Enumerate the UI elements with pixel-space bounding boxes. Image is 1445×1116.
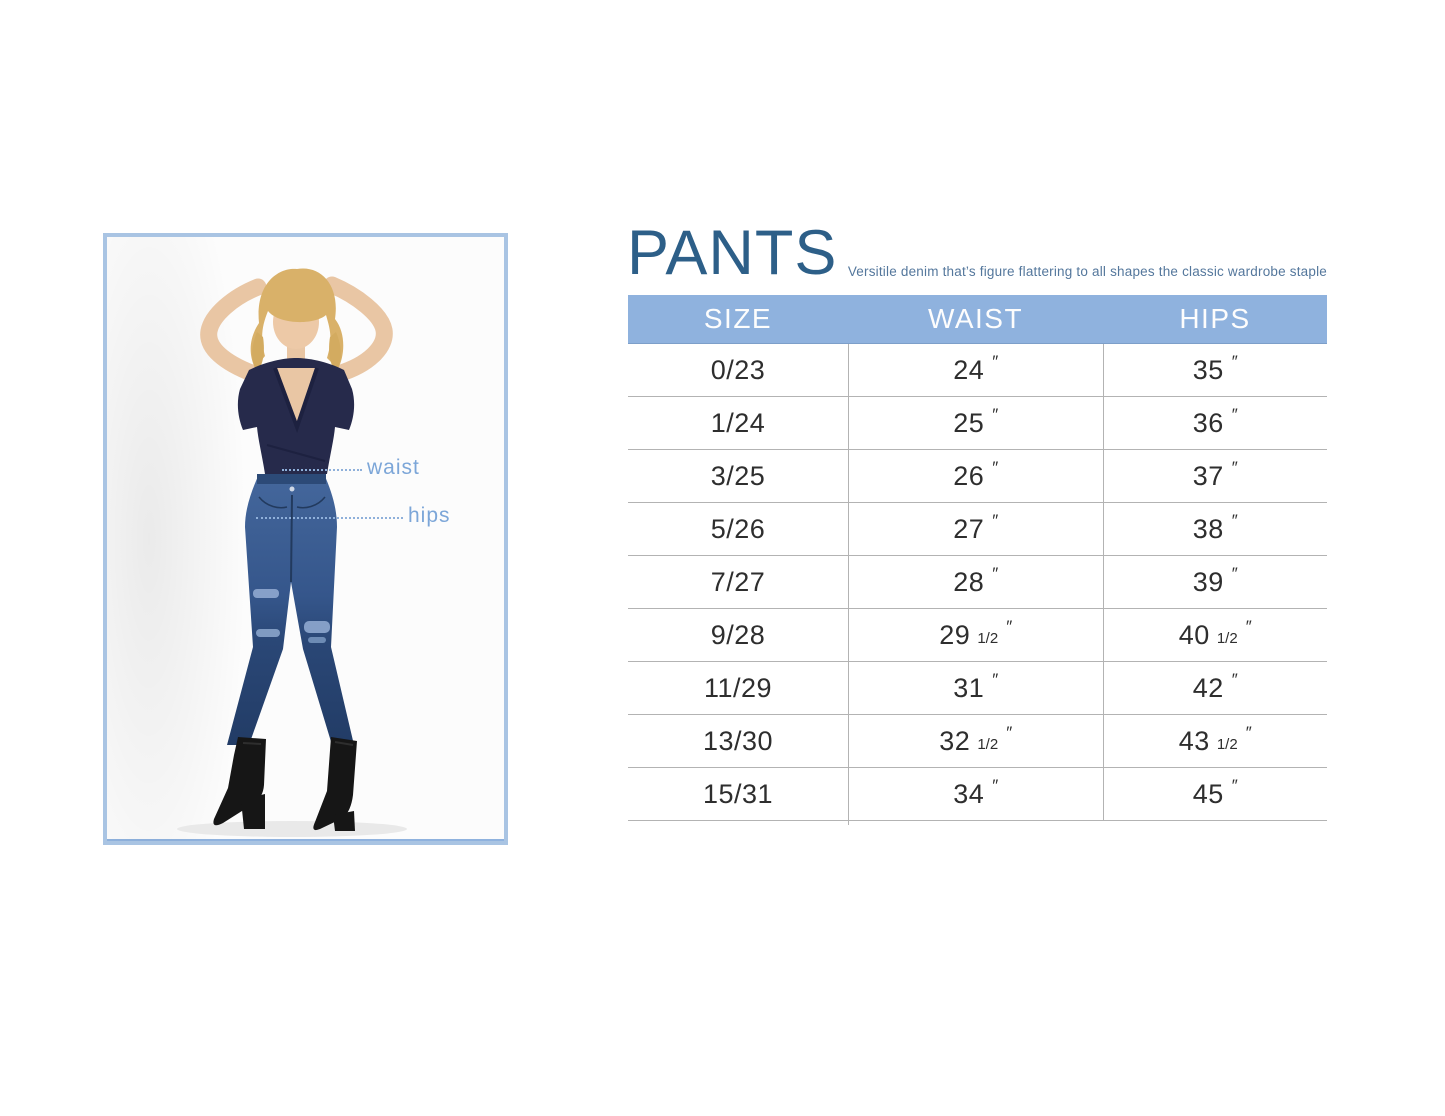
table-row: 13/30 32 1/2 ″ 43 1/2 ″ — [628, 715, 1327, 768]
table-row: 3/25 26 ″ 37 ″ — [628, 450, 1327, 503]
table-row: 15/31 34 ″ 45 ″ — [628, 768, 1327, 821]
size-cell: 11/29 — [703, 672, 773, 703]
waist-cell: 25 ″ — [848, 397, 1103, 449]
column-header-hips: HIPS — [1179, 303, 1251, 334]
table-row: 5/26 27 ″ 38 ″ — [628, 503, 1327, 556]
table-row: 11/29 31 ″ 42 ″ — [628, 662, 1327, 715]
page-title: PANTS — [627, 218, 838, 288]
size-table-header: SIZE WAIST HIPS — [628, 295, 1327, 344]
table-row: 9/28 29 1/2 ″ 40 1/2 ″ — [628, 609, 1327, 662]
size-cell: 0/23 — [710, 354, 766, 385]
waist-cell: 32 1/2 ″ — [848, 715, 1103, 767]
waist-cell: 28 ″ — [848, 556, 1103, 608]
size-table-body: 0/23 24 ″ 35 ″ 1/24 25 ″ 36 ″ 3/25 26 ″ 37 ″ 5… — [628, 344, 1327, 821]
waist-cell: 26 ″ — [848, 450, 1103, 502]
size-cell: 7/27 — [710, 566, 766, 597]
size-cell: 5/26 — [710, 513, 766, 544]
column-divider-tail — [848, 811, 849, 825]
waist-cell: 31 ″ — [848, 662, 1103, 714]
hips-cell: 40 1/2 ″ — [1103, 609, 1327, 661]
hips-cell: 45 ″ — [1103, 768, 1327, 820]
hips-cell: 37 ″ — [1103, 450, 1327, 502]
size-cell: 3/25 — [710, 460, 766, 491]
size-cell: 9/28 — [710, 619, 766, 650]
hips-cell: 42 ″ — [1103, 662, 1327, 714]
size-cell: 1/24 — [710, 407, 766, 438]
waist-cell: 27 ″ — [848, 503, 1103, 555]
waist-cell: 29 1/2 ″ — [848, 609, 1103, 661]
hips-label: hips — [408, 504, 451, 527]
waist-label: waist — [367, 456, 420, 479]
model-photo-frame — [103, 233, 508, 845]
page-subtitle: Versitile denim that’s figure flattering… — [847, 264, 1327, 279]
size-cell: 13/30 — [702, 725, 774, 756]
hips-cell: 43 1/2 ″ — [1103, 715, 1327, 767]
waist-cell: 34 ″ — [848, 768, 1103, 820]
hips-cell: 38 ″ — [1103, 503, 1327, 555]
column-header-waist: WAIST — [927, 303, 1024, 334]
model-photo — [107, 237, 407, 841]
hips-guide-line — [256, 517, 403, 519]
size-table: SIZE WAIST HIPS 0/23 24 ″ 35 ″ 1/24 25 ″ 36… — [628, 295, 1327, 825]
size-cell: 15/31 — [702, 778, 774, 809]
hips-cell: 36 ″ — [1103, 397, 1327, 449]
hips-cell: 35 ″ — [1103, 344, 1327, 396]
waist-guide-line — [282, 469, 362, 471]
table-row: 7/27 28 ″ 39 ″ — [628, 556, 1327, 609]
column-header-size: SIZE — [703, 303, 773, 334]
hips-cell: 39 ″ — [1103, 556, 1327, 608]
table-row: 0/23 24 ″ 35 ″ — [628, 344, 1327, 397]
waist-cell: 24 ″ — [848, 344, 1103, 396]
table-row: 1/24 25 ″ 36 ″ — [628, 397, 1327, 450]
